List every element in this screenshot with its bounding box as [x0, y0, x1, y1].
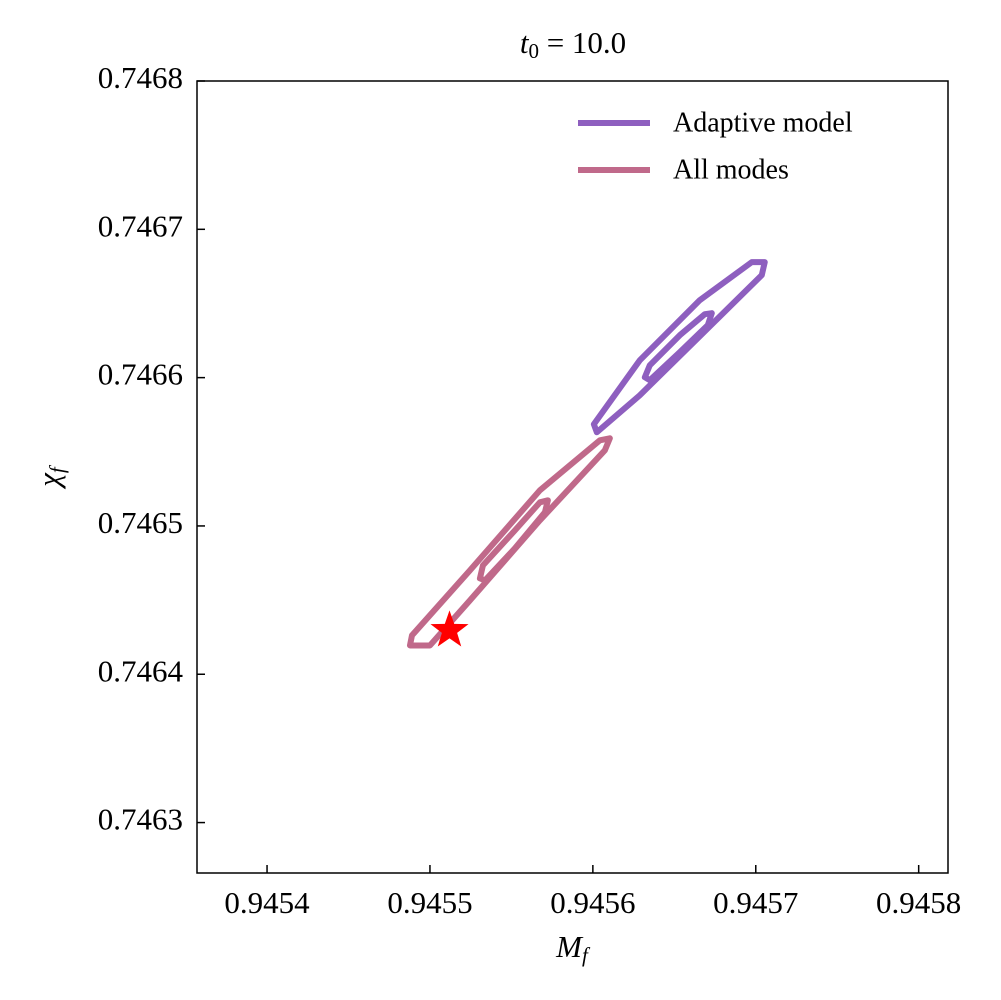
- y-tick-label: 0.7463: [98, 802, 183, 837]
- legend-label: All modes: [673, 154, 789, 185]
- x-label-subscript: f: [582, 943, 591, 967]
- x-axis-label: Mf: [555, 929, 591, 967]
- legend-label: Adaptive model: [673, 107, 853, 138]
- x-tick-label: 0.9458: [876, 885, 961, 920]
- plot-frame: [196, 80, 949, 874]
- contour-line: [641, 310, 715, 384]
- y-tick-label: 0.7466: [98, 357, 183, 392]
- contour-line: [406, 435, 613, 649]
- y-tick-label: 0.7464: [98, 653, 184, 688]
- title-symbol: t: [520, 25, 530, 60]
- y-tick-label: 0.7465: [98, 505, 183, 540]
- y-label-subscript: f: [45, 464, 69, 473]
- star-marker: [430, 610, 469, 647]
- title-subscript: 0: [528, 39, 539, 63]
- y-tick-label: 0.7468: [98, 60, 183, 95]
- y-axis-label: χf: [31, 464, 69, 490]
- chart-title: t0 = 10.0: [520, 25, 626, 63]
- contour-line: [476, 497, 551, 584]
- contour-line: [590, 259, 768, 436]
- x-tick-label: 0.9457: [713, 885, 798, 920]
- x-label-symbol: M: [555, 929, 584, 964]
- y-label-symbol: χ: [31, 472, 66, 490]
- y-tick-label: 0.7467: [98, 208, 183, 243]
- x-tick-label: 0.9454: [224, 885, 310, 920]
- x-tick-label: 0.9455: [387, 885, 472, 920]
- title-text: = 10.0: [539, 25, 626, 60]
- x-tick-label: 0.9456: [550, 885, 635, 920]
